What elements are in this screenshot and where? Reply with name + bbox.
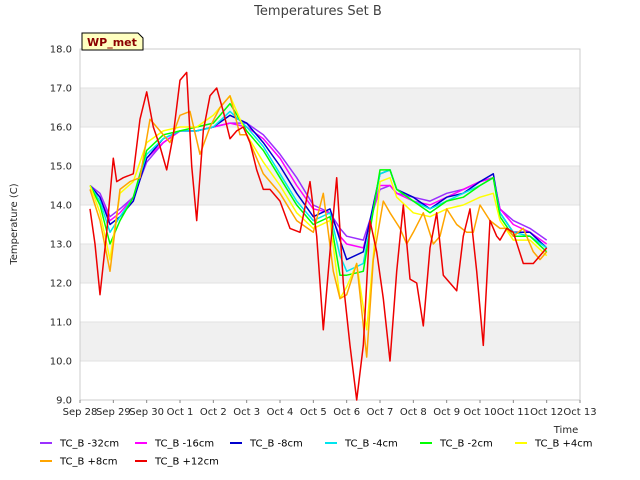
legend-label: TC_B -2cm [439,439,493,450]
station-badge: WP_met [81,32,144,51]
grid-band [80,49,580,88]
x-tick-label: Oct 9 [433,407,460,418]
y-tick-label: 14.0 [50,201,72,212]
legend-label: TC_B -32cm [59,439,119,450]
y-tick-label: 18.0 [50,45,72,56]
legend-label: TC_B -4cm [344,439,398,450]
legend: TC_B -32cm TC_B -16cm TC_B -8cm TC_B -4cm TC… [40,439,593,468]
series-line-tc-b-8cm [89,114,548,261]
y-tick-label: 12.0 [50,279,72,290]
x-tick-label: Oct 1 [167,407,194,418]
x-tick-label: Oct 4 [267,407,294,418]
legend-label: TC_B +4cm [534,439,593,450]
y-tick-label: 10.0 [50,357,72,368]
y-tick-label: 17.0 [50,84,72,95]
grid-band [80,361,580,400]
plot-frame [79,48,581,401]
x-tick-label: Oct 6 [333,407,360,418]
x-tick-label: Oct 3 [233,407,260,418]
x-tick-label: Sep 30 [129,407,164,418]
y-tick-label: 13.0 [50,240,72,251]
badge-box [81,32,144,51]
y-axis-label: Temperature (C) [9,183,20,265]
grid-band [80,322,580,361]
legend-label: TC_B +8cm [59,457,118,468]
series-line-tc-b-12cm [89,71,548,401]
x-tick-label: Sep 28 [63,407,98,418]
y-tick-labels: 9.0 10.0 11.0 12.0 13.0 14.0 15.0 16.0 17.0 18.0 [50,45,72,407]
grid-band [80,166,580,205]
legend-label: TC_B -16cm [154,439,214,450]
legend-label: TC_B -8cm [249,439,303,450]
x-tick-label: Oct 11 [497,407,530,418]
x-tick-label: Sep 29 [96,407,131,418]
x-tick-label: Oct 12 [530,407,563,418]
y-tick-label: 15.0 [50,162,72,173]
series-line-tc-b-4cm [89,110,548,273]
badge-label: WP_met [87,36,137,49]
x-tick-label: Oct 7 [367,407,394,418]
grid-band [80,88,580,127]
series-line-tc-b-8cm [89,95,548,358]
y-tick-label: 11.0 [50,318,72,329]
x-tick-label: Oct 10 [463,407,496,418]
grid-band [80,283,580,322]
legend-label: TC_B +12cm [154,457,219,468]
y-tick-label: 16.0 [50,123,72,134]
x-tick-label: Oct 13 [563,407,596,418]
series-line-tc-b-4cm [89,95,548,331]
series-layer [89,71,548,401]
x-tick-label: Oct 2 [200,407,227,418]
x-tick-label: Oct 5 [300,407,327,418]
x-axis-label: Time [553,425,578,436]
y-tick-label: 9.0 [56,396,72,407]
x-tick-label: Oct 8 [400,407,427,418]
series-line-tc-b-2cm [89,102,548,276]
chart-title: Temperatures Set B [253,4,382,19]
